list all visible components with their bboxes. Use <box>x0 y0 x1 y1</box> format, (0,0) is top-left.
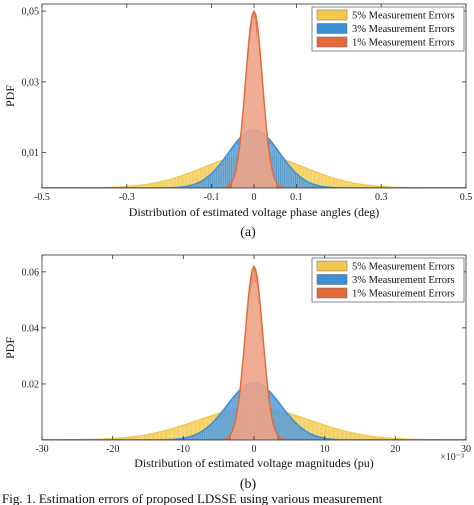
x-axis-label: Distribution of estimated voltage phase … <box>129 205 380 219</box>
legend-entry-1: 5% Measurement Errors <box>352 262 455 273</box>
x-tick-label: 0.1 <box>290 192 303 203</box>
x-axis-multiplier: ×10⁻³ <box>440 452 464 463</box>
x-tick-label: 0 <box>252 444 257 455</box>
subplot-label: (a) <box>240 225 256 240</box>
y-tick-label: 0.02 <box>22 379 40 390</box>
x-tick-label: 0.3 <box>375 192 388 203</box>
y-tick-label: 0,05 <box>22 7 40 18</box>
y-tick-label: 0.06 <box>22 267 40 278</box>
x-tick-label: -0.5 <box>34 192 50 203</box>
y-axis-label: PDF <box>3 337 17 359</box>
legend-swatch-1 <box>317 10 347 20</box>
legend-entry-2: 3% Measurement Errors <box>352 24 455 35</box>
subplot-label: (b) <box>240 477 257 492</box>
x-tick-label: -0.1 <box>204 192 220 203</box>
x-tick-label: -30 <box>35 444 48 455</box>
legend-swatch-3 <box>317 288 347 298</box>
legend-entry-3: 1% Measurement Errors <box>352 289 455 300</box>
x-tick-label: -0.3 <box>119 192 135 203</box>
x-tick-label: 0 <box>252 192 257 203</box>
legend-swatch-2 <box>317 275 347 285</box>
x-axis-label: Distribution of estimated voltage magnit… <box>134 456 374 470</box>
legend-entry-3: 1% Measurement Errors <box>352 38 455 49</box>
x-tick-label: 10 <box>320 444 330 455</box>
legend-entry-1: 5% Measurement Errors <box>352 11 455 22</box>
legend-swatch-2 <box>317 24 347 34</box>
y-tick-label: 0,03 <box>22 77 40 88</box>
x-tick-label: -20 <box>106 444 119 455</box>
figure-caption: Fig. 1. Estimation errors of proposed LD… <box>2 491 383 505</box>
legend-entry-2: 3% Measurement Errors <box>352 275 455 286</box>
x-tick-label: 0.5 <box>460 192 473 203</box>
x-tick-label: -10 <box>177 444 190 455</box>
y-tick-label: 0,01 <box>22 148 40 159</box>
x-tick-label: 20 <box>390 444 400 455</box>
y-axis-label: PDF <box>3 85 17 107</box>
legend-swatch-3 <box>317 37 347 47</box>
y-tick-label: 0.04 <box>22 323 40 334</box>
legend-swatch-1 <box>317 261 347 271</box>
